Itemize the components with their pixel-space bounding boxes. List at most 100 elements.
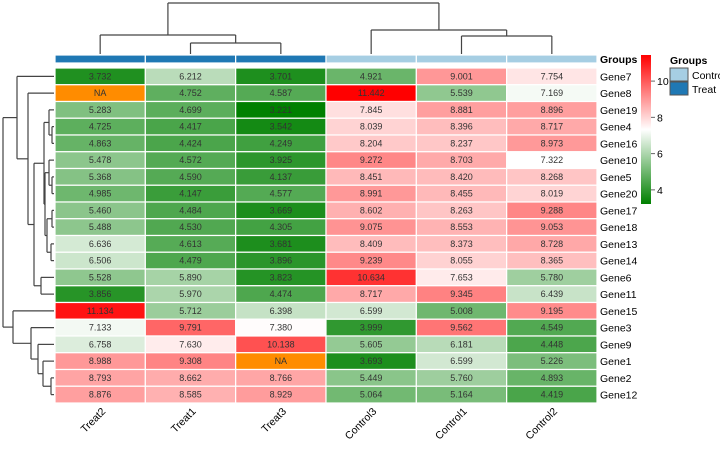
column-label: Treat2 (79, 406, 109, 436)
cell-value: 8.662 (179, 373, 202, 383)
annotation-label: Groups (600, 54, 637, 66)
cell-value: 5.283 (89, 105, 112, 115)
row-label: Gene20 (600, 189, 638, 201)
cell-value: 7.754 (541, 71, 564, 81)
cell-value: 5.008 (450, 306, 473, 316)
cell-value: 6.181 (450, 339, 473, 349)
group-annotation-bar (54, 54, 598, 64)
cell-value: 8.988 (89, 356, 112, 366)
cell-value: 3.669 (270, 205, 293, 215)
cell-value: 8.268 (541, 172, 564, 182)
cell-value: 4.424 (179, 138, 202, 148)
cell-value: 4.137 (270, 172, 293, 182)
cell-value: 5.226 (541, 356, 564, 366)
column-dendrogram (99, 2, 553, 54)
cell-value: 7.322 (541, 155, 564, 165)
cell-value: 4.249 (270, 138, 293, 148)
cell-value: 4.587 (270, 88, 293, 98)
colorbar-tick-label: 8 (657, 112, 663, 124)
cell-value: 3.823 (270, 272, 293, 282)
column-label: Control1 (433, 406, 470, 443)
cell-value: 5.478 (89, 155, 112, 165)
cell-value: 5.449 (360, 373, 383, 383)
cell-value: 3.221 (270, 105, 293, 115)
cell-value: 11.442 (358, 88, 385, 98)
cell-value: 7.133 (89, 323, 112, 333)
cell-value: 4.305 (270, 222, 293, 232)
row-label: Gene4 (600, 122, 632, 134)
cell-value: 5.528 (89, 272, 112, 282)
cell-value: 3.732 (89, 71, 112, 81)
annotation-cell (235, 54, 327, 64)
cell-value: 6.212 (179, 71, 202, 81)
cell-value: 6.506 (89, 256, 112, 266)
cell-value: 4.613 (179, 239, 202, 249)
row-label: Gene16 (600, 138, 638, 150)
cell-value: NA (275, 356, 288, 366)
cell-value: 5.460 (89, 205, 112, 215)
column-label: Control3 (343, 406, 380, 443)
cell-value: 8.728 (541, 239, 564, 249)
row-label: Gene5 (600, 172, 632, 184)
annotation-cell (54, 54, 146, 64)
cell-value: 4.577 (270, 189, 293, 199)
cell-value: 4.921 (360, 71, 383, 81)
row-label: Gene17 (600, 205, 638, 217)
row-label: Gene11 (600, 289, 637, 301)
cell-value: 4.417 (179, 122, 202, 132)
cell-value: 3.693 (360, 356, 383, 366)
column-labels: Treat2 Treat1 Treat3 Control3 Control1 Contro… (79, 406, 560, 443)
cell-value: 4.590 (179, 172, 202, 182)
cell-value: 8.876 (89, 390, 112, 400)
row-label: Gene9 (600, 339, 632, 351)
cell-value: 8.396 (450, 122, 473, 132)
cell-value: 6.599 (360, 306, 383, 316)
cell-value: 4.752 (179, 88, 202, 98)
cell-value: 4.985 (89, 189, 112, 199)
cell-value: 9.075 (360, 222, 383, 232)
column-label: Control2 (523, 406, 560, 443)
cell-value: 7.169 (541, 88, 564, 98)
cell-value: 4.448 (541, 339, 564, 349)
cell-value: 8.553 (450, 222, 473, 232)
cell-value: 5.780 (541, 272, 564, 282)
colorbar-tick-label: 10 (657, 76, 669, 88)
cell-value: 3.856 (89, 289, 112, 299)
cell-value: 4.530 (179, 222, 202, 232)
cell-value: 6.439 (541, 289, 564, 299)
legend-swatch (669, 81, 689, 96)
cell-value: 8.204 (360, 138, 383, 148)
cell-value: NA (94, 88, 107, 98)
cell-value: 8.055 (450, 256, 473, 266)
cell-value: 7.630 (179, 339, 202, 349)
column-label: Treat1 (169, 406, 199, 436)
cell-value: 5.605 (360, 339, 383, 349)
row-label: Gene13 (600, 239, 638, 251)
cell-value: 8.019 (541, 189, 564, 199)
row-label: Gene6 (600, 272, 632, 284)
cell-value: 8.365 (541, 256, 564, 266)
annotation-cell (506, 54, 598, 64)
cell-value: 8.409 (360, 239, 383, 249)
cell-value: 9.272 (360, 155, 383, 165)
cell-value: 4.549 (541, 323, 564, 333)
cell-value: 4.419 (541, 390, 564, 400)
legend-swatch (669, 67, 689, 82)
cell-value: 9.308 (179, 356, 202, 366)
cell-value: 9.562 (450, 323, 473, 333)
row-labels: Gene7 Gene8 Gene19 Gene4 Gene16 Gene10 Gene5 Ge… (600, 71, 638, 401)
cell-value: 9.001 (450, 71, 473, 81)
row-label: Gene19 (600, 105, 638, 117)
cell-value: 8.420 (450, 172, 473, 182)
cell-value: 8.451 (360, 172, 383, 182)
row-label: Gene1 (600, 356, 632, 368)
legend: Control Treat (669, 67, 720, 96)
cell-value: 3.542 (270, 122, 293, 132)
cell-value: 8.263 (450, 205, 473, 215)
cell-value: 8.929 (270, 390, 293, 400)
cell-value: 5.064 (360, 390, 383, 400)
cell-value: 8.237 (450, 138, 473, 148)
colorbar-ticks: 4 6 8 10 (651, 76, 669, 197)
colorbar-tick-label: 4 (657, 185, 663, 197)
cell-value: 9.288 (541, 205, 564, 215)
